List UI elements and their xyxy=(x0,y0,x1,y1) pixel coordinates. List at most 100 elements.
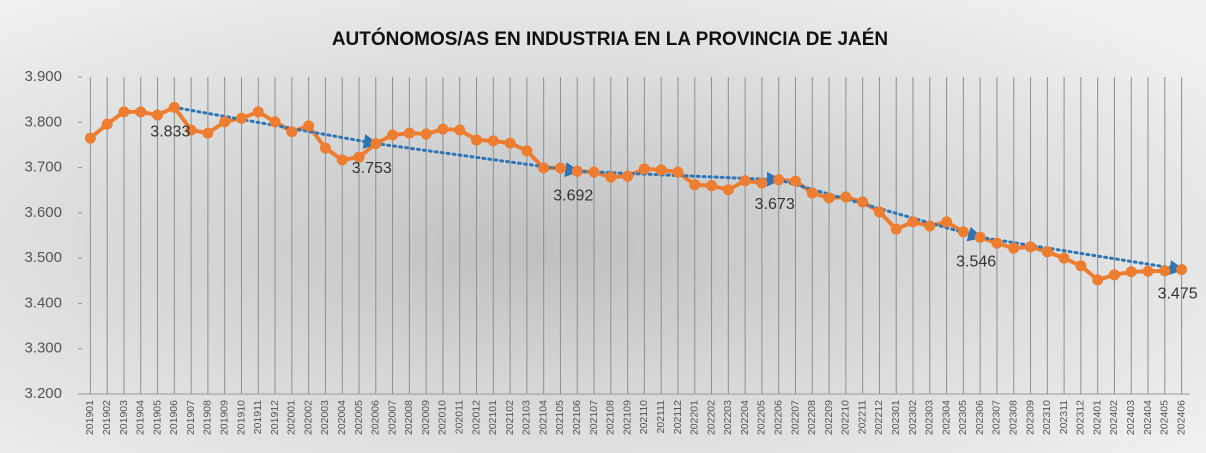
y-tick-label: 3.300 xyxy=(24,340,62,357)
data-point xyxy=(572,166,583,177)
data-point xyxy=(773,174,784,185)
data-label: 3.833 xyxy=(150,124,190,141)
data-point xyxy=(589,167,600,178)
x-tick-label: 202302 xyxy=(907,400,919,435)
x-tick-label: 202012 xyxy=(470,400,482,435)
data-point xyxy=(286,126,297,137)
y-tick-label: 3.900 xyxy=(24,68,62,85)
x-tick-label: 202209 xyxy=(823,400,835,435)
data-point xyxy=(303,120,314,131)
data-point xyxy=(337,154,348,165)
x-tick-label: 201902 xyxy=(101,400,113,435)
x-tick-label: 202305 xyxy=(957,400,969,435)
x-tick-label: 202205 xyxy=(756,400,768,435)
x-tick-label: 202306 xyxy=(974,400,986,435)
x-tick-label: 202107 xyxy=(588,400,600,435)
data-point xyxy=(1042,246,1053,257)
data-point xyxy=(958,226,969,237)
data-point xyxy=(521,145,532,156)
x-tick-label: 201911 xyxy=(252,400,264,434)
data-point xyxy=(1075,260,1086,271)
x-tick-label: 201907 xyxy=(185,400,197,435)
data-label: 3.673 xyxy=(755,196,795,213)
x-tick-label: 202008 xyxy=(403,400,415,435)
data-point xyxy=(924,220,935,231)
data-point xyxy=(538,163,549,174)
data-point xyxy=(236,113,247,124)
x-tick-label: 202109 xyxy=(621,400,633,435)
data-point xyxy=(219,116,230,127)
x-tick-label: 202101 xyxy=(487,400,499,435)
x-tick-label: 202003 xyxy=(319,400,331,435)
data-point xyxy=(202,128,213,139)
x-tick-label: 201912 xyxy=(269,400,281,435)
data-point xyxy=(639,163,650,174)
background-veil xyxy=(0,0,1206,453)
x-tick-label: 202203 xyxy=(722,400,734,435)
data-point xyxy=(102,119,113,130)
data-point xyxy=(85,133,96,144)
x-tick-label: 202108 xyxy=(605,400,617,435)
x-tick-label: 202207 xyxy=(789,400,801,435)
data-point xyxy=(370,138,381,149)
y-tick-label: 3.700 xyxy=(24,159,62,176)
data-point xyxy=(1126,266,1137,277)
data-point xyxy=(975,232,986,243)
x-tick-label: 202310 xyxy=(1041,400,1053,435)
data-point xyxy=(118,106,129,117)
data-point xyxy=(672,167,683,178)
data-point xyxy=(908,216,919,227)
x-tick-label: 202007 xyxy=(386,400,398,435)
x-tick-label: 202404 xyxy=(1142,400,1154,435)
x-tick-label: 202303 xyxy=(924,400,936,435)
data-point xyxy=(437,124,448,135)
chart: AUTÓNOMOS/AS EN INDUSTRIA EN LA PROVINCI… xyxy=(0,0,1206,453)
x-tick-label: 202401 xyxy=(1091,400,1103,435)
data-point xyxy=(152,110,163,121)
x-tick-label: 202006 xyxy=(370,400,382,435)
y-tick-label: 3.600 xyxy=(24,204,62,221)
x-tick-label: 202105 xyxy=(554,400,566,435)
x-tick-label: 202405 xyxy=(1159,400,1171,435)
x-tick-label: 202009 xyxy=(420,400,432,435)
x-tick-label: 201904 xyxy=(135,400,147,435)
x-tick-label: 202312 xyxy=(1075,400,1087,435)
data-point xyxy=(488,135,499,146)
x-tick-label: 202112 xyxy=(672,400,684,434)
x-tick-label: 202103 xyxy=(521,400,533,435)
data-point xyxy=(656,164,667,175)
data-point xyxy=(824,192,835,203)
y-tick-label: 3.200 xyxy=(24,385,62,402)
x-tick-label: 202111 xyxy=(655,400,667,434)
data-point xyxy=(404,128,415,139)
x-tick-label: 202005 xyxy=(353,400,365,435)
x-tick-label: 202104 xyxy=(537,400,549,435)
data-point xyxy=(1143,266,1154,277)
x-tick-label: 202307 xyxy=(991,400,1003,435)
data-point xyxy=(253,106,264,117)
data-label: 3.692 xyxy=(553,187,593,204)
x-tick-label: 202402 xyxy=(1108,400,1120,435)
x-tick-label: 201908 xyxy=(202,400,214,435)
data-point xyxy=(1059,253,1070,264)
data-point xyxy=(135,106,146,117)
data-label: 3.546 xyxy=(956,254,996,271)
x-tick-label: 202308 xyxy=(1008,400,1020,435)
data-point xyxy=(1109,269,1120,280)
data-point xyxy=(840,192,851,203)
x-tick-label: 202002 xyxy=(302,400,314,435)
x-tick-label: 202206 xyxy=(772,400,784,435)
data-point xyxy=(555,163,566,174)
data-point xyxy=(991,238,1002,249)
x-tick-label: 202001 xyxy=(286,400,298,435)
y-tick-label: 3.400 xyxy=(24,294,62,311)
x-tick-label: 202212 xyxy=(873,400,885,435)
x-tick-label: 202403 xyxy=(1125,400,1137,435)
x-tick-label: 202208 xyxy=(806,400,818,435)
x-tick-label: 201909 xyxy=(218,400,230,435)
data-point xyxy=(874,206,885,217)
x-tick-label: 202004 xyxy=(336,400,348,435)
x-tick-label: 202110 xyxy=(638,400,650,434)
x-tick-label: 202010 xyxy=(437,400,449,435)
data-point xyxy=(756,177,767,188)
